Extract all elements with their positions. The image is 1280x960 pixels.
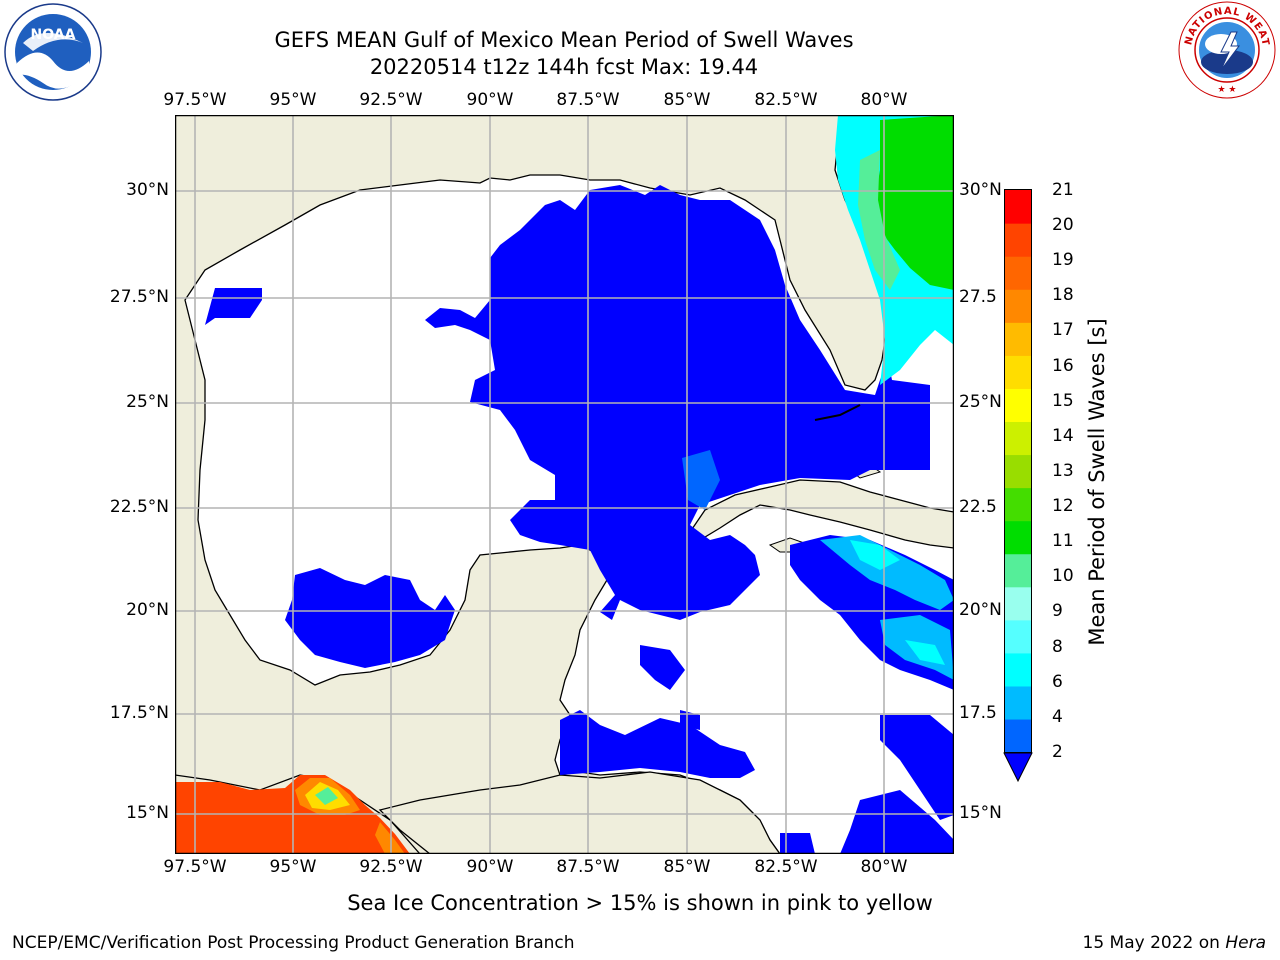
footer-date: 15 May 2022 on Hera — [1083, 933, 1267, 953]
colorbar-band — [1005, 289, 1031, 323]
swell-region-atlantic-lightgreen — [858, 150, 900, 290]
colorbar-band — [1005, 718, 1031, 753]
colorbar — [1003, 189, 1033, 783]
colorbar-tick: 11 — [1052, 531, 1074, 551]
noaa-logo-icon: NOAA — [4, 3, 102, 101]
swell-region-caribbean-teal — [850, 540, 945, 665]
colorbar-band — [1005, 223, 1031, 257]
swell-region-bay-of-campeche — [285, 568, 455, 668]
sea-ice-note: Sea Ice Concentration > 15% is shown in … — [347, 891, 933, 915]
colorbar-tick: 10 — [1052, 566, 1074, 586]
lat-tick-left: 15°N — [126, 803, 169, 823]
footer-credit: NCEP/EMC/Verification Post Processing Pr… — [12, 933, 575, 953]
swell-region-mid-caribbean — [640, 645, 700, 730]
pacific-swell-green — [315, 787, 338, 805]
florida-keys — [814, 404, 861, 421]
colorbar-tick: 9 — [1052, 601, 1063, 621]
lon-tick-top: 97.5°W — [163, 90, 227, 110]
lon-tick-bottom: 82.5°W — [754, 857, 818, 877]
colorbar-tick: 16 — [1052, 356, 1074, 376]
lat-tick-right: 27.5 — [959, 287, 997, 307]
lon-tick-top: 95°W — [269, 90, 317, 110]
colorbar-frame — [1004, 189, 1032, 753]
colorbar-band — [1005, 520, 1031, 555]
lon-tick-bottom: 80°W — [860, 857, 908, 877]
colorbar-tick: 12 — [1052, 496, 1074, 516]
swell-region-caribbean-west — [560, 710, 755, 778]
colorbar-extend-triangle — [1003, 752, 1033, 783]
svg-text:★ ★: ★ ★ — [1218, 85, 1237, 95]
lat-tick-left: 22.5°N — [109, 497, 169, 517]
colorbar-band — [1005, 190, 1031, 224]
lat-tick-right: 30°N — [959, 180, 1002, 200]
colorbar-band — [1005, 487, 1031, 522]
colorbar-tick: 21 — [1052, 180, 1074, 200]
lon-tick-top: 80°W — [860, 90, 908, 110]
swell-region-atlantic-green — [875, 115, 954, 290]
lat-tick-left: 27.5°N — [109, 287, 169, 307]
colorbar-band — [1005, 553, 1031, 588]
colorbar-tick: 13 — [1052, 461, 1074, 481]
map-title-line2: 20220514 t12z 144h fcst Max: 19.44 — [369, 55, 759, 79]
swell-region-yucatan-channel — [682, 450, 720, 510]
nws-logo-icon: NATIONAL WEATHER SERVICE ★ ★ — [1172, 0, 1276, 99]
cuba-island — [687, 479, 954, 549]
lat-tick-left: 25°N — [126, 392, 169, 412]
swell-region-southeast — [780, 715, 954, 854]
colorbar-band — [1005, 388, 1031, 423]
colorbar-band — [1005, 355, 1031, 389]
colorbar-bands — [1005, 190, 1031, 753]
lon-tick-bottom: 92.5°W — [359, 857, 423, 877]
colorbar-tick: 19 — [1052, 250, 1074, 270]
colorbar-band — [1005, 685, 1031, 720]
colorbar-band — [1005, 421, 1031, 456]
colorbar-tick: 6 — [1052, 672, 1063, 692]
lon-tick-bottom: 87.5°W — [556, 857, 620, 877]
colorbar-band — [1005, 256, 1031, 290]
lat-tick-left: 30°N — [126, 180, 169, 200]
colorbar-tick: 20 — [1052, 215, 1074, 235]
lon-tick-bottom: 95°W — [269, 857, 317, 877]
lon-tick-bottom: 90°W — [466, 857, 514, 877]
lat-tick-left: 20°N — [126, 600, 169, 620]
lat-tick-right: 17.5 — [959, 703, 997, 723]
lat-tick-left: 17.5°N — [109, 703, 169, 723]
colorbar-band — [1005, 454, 1031, 489]
colorbar-band — [1005, 619, 1031, 654]
noaa-logo: NOAA — [3, 3, 103, 101]
colorbar-band — [1005, 652, 1031, 687]
map-frame — [175, 115, 954, 854]
colorbar-tick: 15 — [1052, 391, 1074, 411]
lon-tick-top: 90°W — [466, 90, 514, 110]
colorbar-tick: 17 — [1052, 320, 1074, 340]
footer-date-text: 15 May 2022 on — [1082, 933, 1226, 953]
noaa-logo-text: NOAA — [31, 27, 76, 43]
nws-logo: NATIONAL WEATHER SERVICE ★ ★ — [1172, 0, 1277, 100]
colorbar-tick: 14 — [1052, 426, 1074, 446]
map-panel — [175, 115, 954, 854]
lat-tick-right: 20°N — [959, 600, 1002, 620]
colorbar-band — [1005, 322, 1031, 356]
colorbar-tick: 18 — [1052, 285, 1074, 305]
colorbar-tick: 2 — [1052, 742, 1063, 762]
footer-host: Hera — [1225, 933, 1266, 953]
lon-tick-top: 85°W — [663, 90, 711, 110]
colorbar-band — [1005, 586, 1031, 621]
colorbar-tick: 4 — [1052, 707, 1063, 727]
lat-tick-right: 22.5 — [959, 497, 997, 517]
lat-tick-right: 25°N — [959, 392, 1002, 412]
lat-tick-right: 15°N — [959, 803, 1002, 823]
lon-tick-top: 92.5°W — [359, 90, 423, 110]
colorbar-label: Mean Period of Swell Waves [s] — [1085, 318, 1109, 646]
map-gridlines — [175, 115, 954, 854]
lon-tick-bottom: 85°W — [663, 857, 711, 877]
colorbar-tick: 8 — [1052, 637, 1063, 657]
lon-tick-top: 82.5°W — [754, 90, 818, 110]
lon-tick-top: 87.5°W — [556, 90, 620, 110]
map-title-line1: GEFS MEAN Gulf of Mexico Mean Period of … — [274, 28, 854, 52]
lon-tick-bottom: 97.5°W — [163, 857, 227, 877]
